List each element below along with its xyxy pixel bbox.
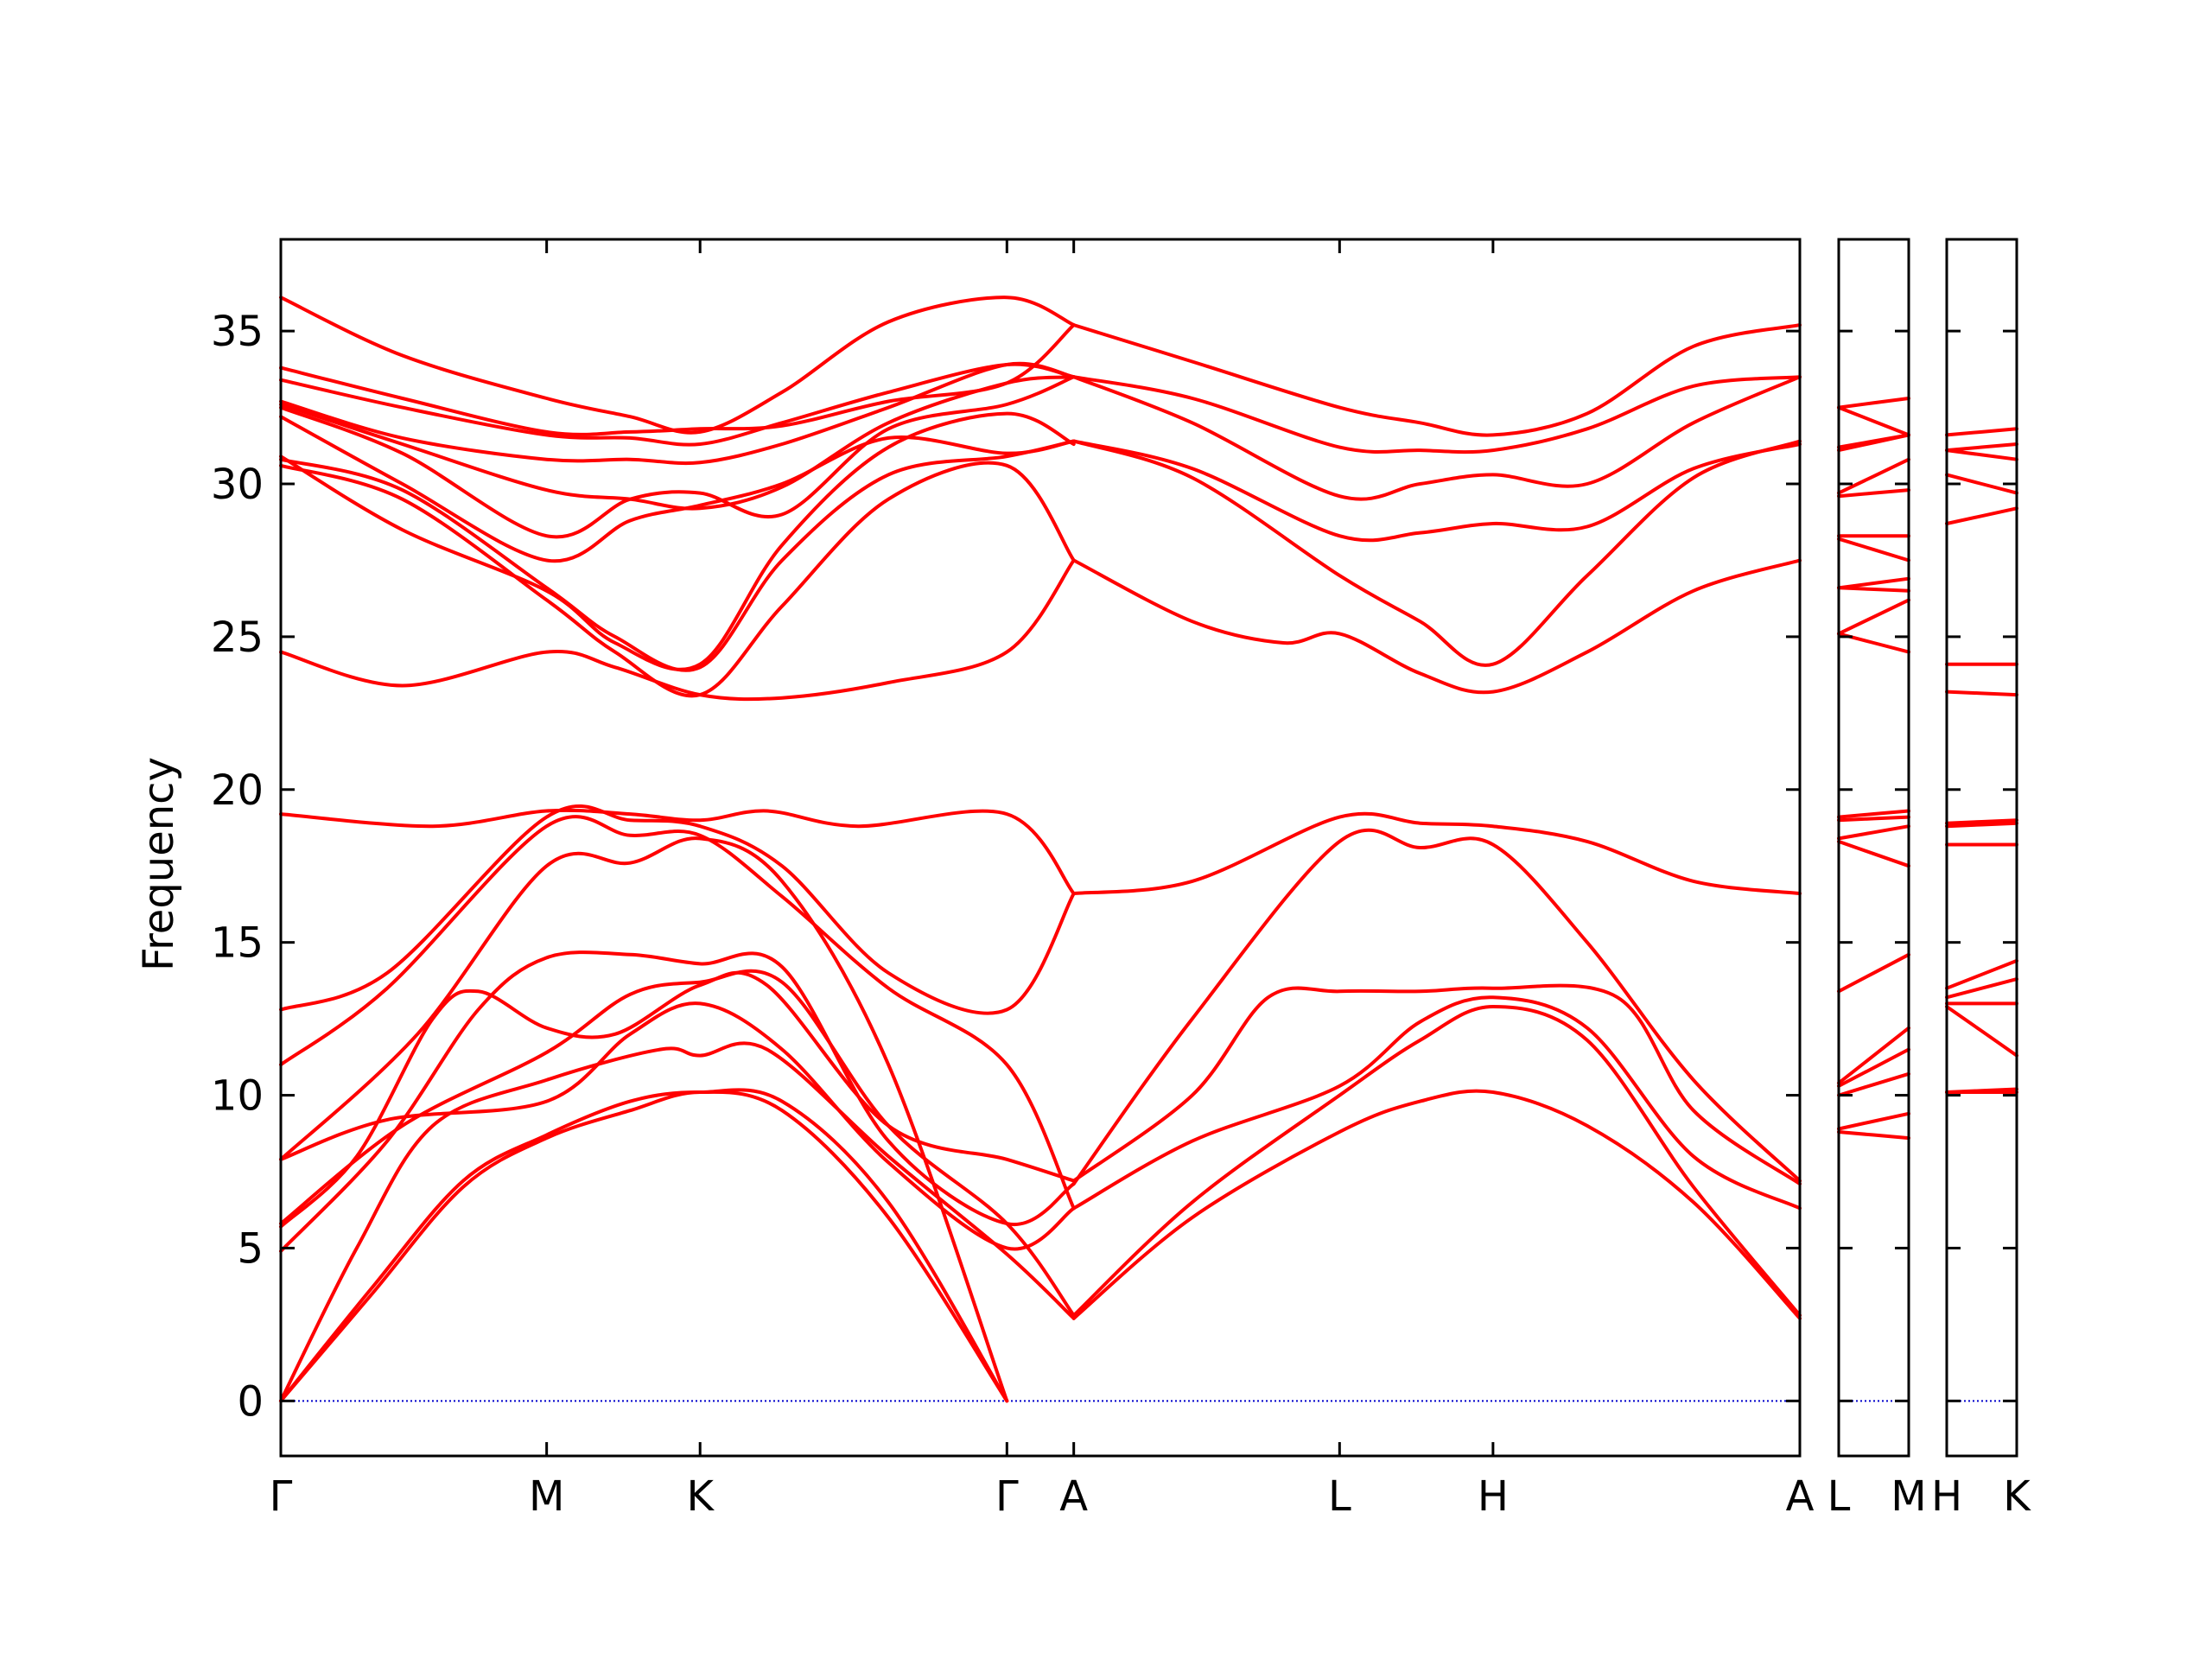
band-line <box>1071 375 1802 454</box>
y-axis-ticks: 0 5 10 15 20 25 30 35 <box>211 308 2017 1426</box>
band-line <box>279 836 1009 1403</box>
band-line <box>279 296 1076 435</box>
band-line <box>1945 958 2018 990</box>
band-line <box>1837 457 1910 495</box>
band-line <box>1837 537 1910 563</box>
band-line <box>1945 427 2018 437</box>
band-line <box>1945 506 2018 525</box>
band-line <box>279 323 1076 436</box>
band-line <box>1837 586 1910 593</box>
band-line <box>1837 488 1910 499</box>
band-line <box>1071 983 1802 1186</box>
band-line <box>1071 811 1802 896</box>
band-line <box>279 411 1076 671</box>
band-line <box>1837 824 1910 841</box>
band-line <box>1945 690 2018 697</box>
y-tick-label: 30 <box>211 461 264 509</box>
band-line <box>1837 433 1910 449</box>
band-line <box>1837 397 1910 410</box>
band-line <box>1945 473 2018 495</box>
band-line <box>279 375 1076 511</box>
band-line <box>279 362 1076 447</box>
band-line <box>1837 1047 1910 1088</box>
x-tick-label: M <box>529 1472 564 1521</box>
band-line <box>1945 442 2018 453</box>
x-tick-label: H <box>1931 1472 1962 1521</box>
band-line <box>1945 448 2018 461</box>
x-tick-label: L <box>1827 1472 1851 1521</box>
band-line <box>1837 1130 1910 1141</box>
band-line <box>1071 439 1802 543</box>
band-line <box>1837 1111 1910 1131</box>
band-line <box>1945 977 2018 1000</box>
x-tick-label: Γ <box>270 1472 293 1521</box>
band-line <box>279 815 1076 1211</box>
band-line <box>279 558 1076 702</box>
y-tick-label: 10 <box>211 1072 264 1121</box>
band-line <box>1071 439 1802 667</box>
x-tick-label: A <box>1786 1472 1815 1521</box>
band-line <box>1071 323 1802 437</box>
band-line <box>279 361 1076 466</box>
band-line <box>279 1001 1076 1251</box>
band-line <box>1945 818 2018 825</box>
band-line <box>279 950 1076 1253</box>
band-line <box>1071 1005 1802 1318</box>
band-line <box>279 375 1076 539</box>
band-line <box>1837 839 1910 868</box>
y-tick-label: 0 <box>237 1377 264 1426</box>
band-line <box>1945 1087 2018 1094</box>
band-line <box>279 804 1076 1015</box>
band-line <box>1837 1071 1910 1097</box>
panel-frame <box>1945 238 2018 1458</box>
band-line <box>1837 952 1910 994</box>
band-line <box>1071 828 1802 1186</box>
y-tick-label: 5 <box>237 1224 264 1273</box>
x-tick-label: M <box>1891 1472 1926 1521</box>
band-line <box>279 461 1076 698</box>
band-line <box>1837 1026 1910 1085</box>
band-line <box>1837 598 1910 636</box>
band-line <box>279 970 1076 1229</box>
y-tick-label: 15 <box>211 919 264 968</box>
x-tick-label: K <box>686 1472 715 1521</box>
y-tick-label: 35 <box>211 308 264 356</box>
band-line <box>1945 1005 2018 1058</box>
panel-frames <box>279 238 2018 1458</box>
panel-frame <box>279 238 1802 1458</box>
y-tick-label: 20 <box>211 766 264 815</box>
x-tick-label: H <box>1478 1472 1509 1521</box>
band-line <box>1837 576 1910 590</box>
band-line <box>1071 995 1802 1211</box>
y-axis-label: Frequency <box>135 757 183 971</box>
band-line <box>1837 809 1910 819</box>
x-tick-label: L <box>1328 1472 1351 1521</box>
band-line <box>279 969 1076 1318</box>
phonon-bands <box>279 296 2018 1403</box>
band-line <box>1837 815 1910 823</box>
panel-frame <box>1837 238 1910 1458</box>
band-line <box>1837 632 1910 654</box>
band-line <box>1837 405 1910 437</box>
band-line <box>279 439 1076 672</box>
band-line <box>279 1090 1009 1403</box>
band-line <box>1071 558 1802 695</box>
band-line <box>1945 821 2018 829</box>
x-tick-label: K <box>2003 1472 2031 1521</box>
x-tick-label: Γ <box>995 1472 1019 1521</box>
band-line <box>1071 375 1802 501</box>
band-line <box>279 1041 1076 1403</box>
band-line <box>279 1088 1009 1403</box>
band-line <box>279 808 1076 896</box>
band-line <box>1071 1089 1802 1320</box>
x-tick-label: A <box>1059 1472 1088 1521</box>
y-tick-label: 25 <box>211 613 264 662</box>
